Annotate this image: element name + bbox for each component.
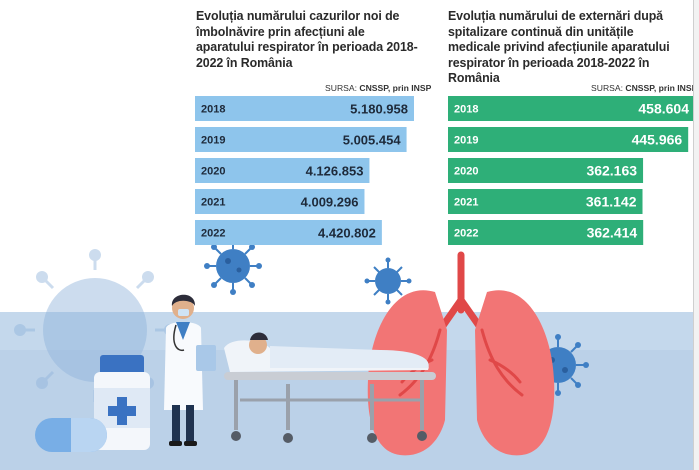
chart-title: Evoluția numărului cazurilor noi de îmbo… bbox=[196, 8, 418, 70]
category-label: 2019 bbox=[201, 135, 225, 147]
category-label: 2021 bbox=[201, 197, 225, 209]
bar-2019 bbox=[195, 127, 407, 152]
category-label: 2019 bbox=[454, 135, 478, 147]
source-label: SURSA: bbox=[325, 83, 357, 93]
category-label: 2022 bbox=[454, 228, 478, 240]
bar-2018 bbox=[448, 96, 695, 121]
value-label: 362.163 bbox=[586, 163, 637, 179]
category-label: 2021 bbox=[454, 197, 478, 209]
pale-virus-icon bbox=[14, 249, 176, 402]
category-label: 2018 bbox=[454, 104, 478, 116]
bar-chart-discharges: 2018 458.604 2019 445.966 2020 362.163 2021 361… bbox=[448, 96, 695, 245]
value-label: 4.009.296 bbox=[301, 195, 359, 210]
chart-panel-new-cases: Evoluția numărului cazurilor noi de îmbo… bbox=[196, 0, 436, 70]
virus-icon bbox=[527, 334, 589, 396]
lungs-icon bbox=[367, 251, 555, 456]
chart-panel-discharges: Evoluția numărului de externări după spi… bbox=[448, 0, 698, 86]
bar-2022 bbox=[448, 220, 644, 245]
source-value: CNSSP, prin INSP bbox=[359, 83, 432, 93]
category-label: 2022 bbox=[201, 228, 225, 240]
category-label: 2018 bbox=[201, 104, 225, 116]
page-edge bbox=[693, 0, 699, 470]
value-label: 458.604 bbox=[638, 101, 689, 117]
value-label: 4.126.853 bbox=[306, 164, 364, 179]
bar-2020 bbox=[195, 158, 370, 183]
bar-2018 bbox=[195, 96, 414, 121]
bar-2022 bbox=[195, 220, 382, 245]
chart-title: Evoluția numărului de externări după spi… bbox=[448, 8, 670, 86]
value-label: 445.966 bbox=[632, 132, 683, 148]
category-label: 2020 bbox=[454, 166, 478, 178]
source-value: CNSSP, prin INSP bbox=[625, 83, 698, 93]
bar-2019 bbox=[448, 127, 689, 152]
category-label: 2020 bbox=[201, 166, 225, 178]
virus-icon bbox=[364, 257, 412, 305]
value-label: 5.180.958 bbox=[350, 102, 408, 117]
source-label: SURSA: bbox=[591, 83, 623, 93]
bar-2021 bbox=[195, 189, 365, 214]
medicine-bottle-icon bbox=[94, 355, 150, 450]
value-label: 4.420.802 bbox=[318, 226, 376, 241]
source-note: SURSA: CNSSP, prin INSP bbox=[591, 83, 697, 93]
value-label: 362.414 bbox=[587, 225, 638, 241]
ground-band bbox=[0, 312, 699, 470]
doctor-icon bbox=[164, 294, 216, 446]
patient-on-stretcher-icon bbox=[224, 332, 436, 443]
bar-2021 bbox=[448, 189, 643, 214]
bar-2020 bbox=[448, 158, 644, 183]
value-label: 361.142 bbox=[586, 194, 637, 210]
source-note: SURSA: CNSSP, prin INSP bbox=[325, 83, 431, 93]
bar-chart-new-cases: 2018 5.180.958 2019 5.005.454 2020 4.126.853 2… bbox=[195, 96, 414, 245]
value-label: 5.005.454 bbox=[343, 133, 402, 148]
capsule-icon bbox=[35, 418, 107, 452]
